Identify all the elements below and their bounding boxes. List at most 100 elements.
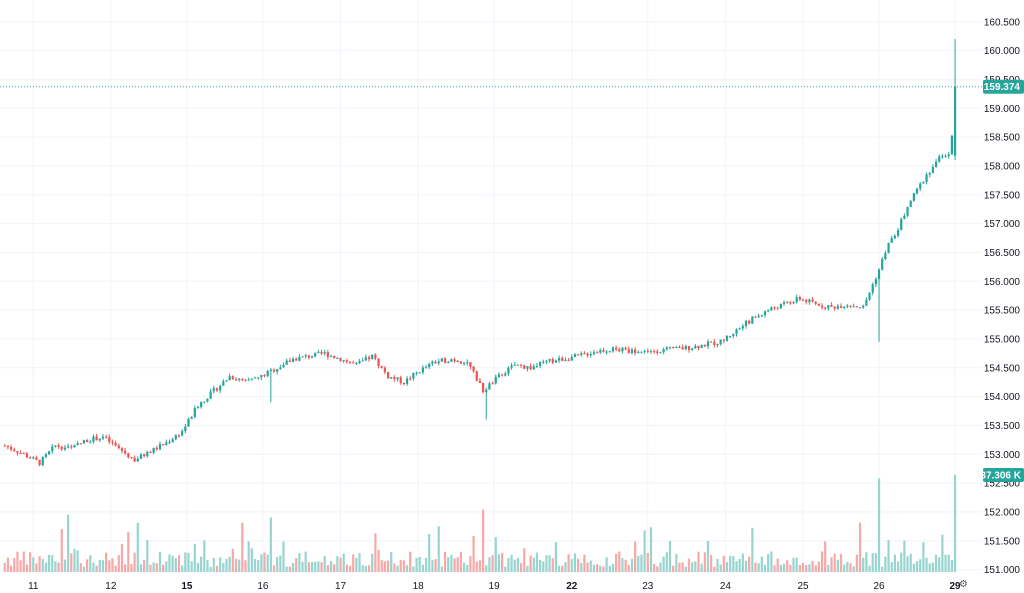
volume-bar [13,558,16,572]
volume-bar [855,554,858,572]
candle-body [22,453,25,455]
candle-body [276,369,279,372]
volume-bar [713,566,716,572]
candle-body [326,352,329,357]
candle-body [86,440,89,442]
volume-bar [310,561,314,572]
volume-bar [605,557,608,572]
candle-body [196,407,200,409]
volume-bar [529,555,532,572]
candle-body [329,355,333,357]
candle-body [380,366,383,368]
candle-body [70,446,73,448]
candle-body [884,252,887,260]
volume-bar [60,529,63,572]
volume-bar [538,559,542,572]
volume-bar [447,557,450,572]
settings-icon[interactable]: ⚙ [959,579,968,590]
volume-bar [542,561,545,572]
candle-body [431,361,434,364]
candle-body [824,307,827,309]
candle-body [596,352,599,354]
volume-bar [47,554,51,572]
x-tick-label: 22 [566,581,578,592]
candle-body [621,347,624,352]
volume-bar [950,560,954,572]
candle-body [820,305,824,308]
y-tick-label: 154.500 [984,363,1021,374]
candle-body [548,359,551,361]
candle-body [944,156,947,158]
y-tick-label: 153.500 [984,421,1021,432]
candle-body [497,374,501,377]
candle-body [108,437,111,442]
volume-bar [35,563,38,572]
candle-body [516,364,520,366]
volume-bar [811,560,814,572]
candle-body [364,357,367,361]
volume-bar [938,557,941,572]
volume-bar [9,565,13,572]
volume-bar [146,540,149,572]
candle-body [630,349,634,354]
candle-body [371,354,374,360]
volume-bar [481,509,485,572]
candle-body [16,451,19,454]
volume-bar [738,558,741,572]
volume-bar [687,558,691,572]
volume-bar [206,560,209,572]
x-tick-label: 18 [413,581,425,592]
volume-bar [570,559,573,572]
volume-bar [868,565,871,572]
candle-body [92,436,95,442]
volume-bar [28,552,32,572]
candle-body [538,362,542,366]
candle-body [203,401,206,403]
volume-bar [719,564,722,572]
candle-body [234,379,238,381]
volume-bar [3,562,6,572]
candle-body [44,454,48,458]
volume-bar [390,552,393,572]
volume-bar [900,552,903,572]
y-tick-label: 155.500 [984,306,1021,317]
candle-body [513,364,516,366]
candle-body [748,320,751,324]
candle-body [358,361,361,363]
volume-bar [516,557,520,572]
y-tick-label: 155.000 [984,334,1021,345]
candle-body [922,181,925,184]
candle-body [865,299,868,306]
candle-body [146,451,149,457]
volume-bar [589,560,592,572]
volume-bar [86,559,89,572]
volume-bar [472,536,475,572]
candle-body [374,354,377,359]
y-tick-label: 152.000 [984,507,1021,518]
candle-body [659,352,662,354]
candle-body [190,416,193,419]
volume-bar [203,540,206,572]
volume-bar [54,561,57,572]
volume-bar [158,552,162,572]
volume-bar [760,556,763,572]
candle-body [722,339,725,341]
volume-bar [874,553,877,572]
candle-body [526,366,529,369]
candle-body [13,449,16,452]
candle-body [852,306,855,308]
volume-bar [143,559,146,572]
volume-bar [767,554,770,572]
candle-body [47,451,51,455]
volume-bar [532,557,535,572]
volume-bar [846,561,849,572]
y-tick-label: 159.000 [984,104,1021,115]
volume-bar [374,533,377,572]
volume-bar [934,554,938,572]
volume-bar [272,565,276,572]
volume-bar [735,560,738,572]
volume-bar [76,550,79,572]
volume-bar [212,557,215,572]
candle-body [272,369,276,372]
